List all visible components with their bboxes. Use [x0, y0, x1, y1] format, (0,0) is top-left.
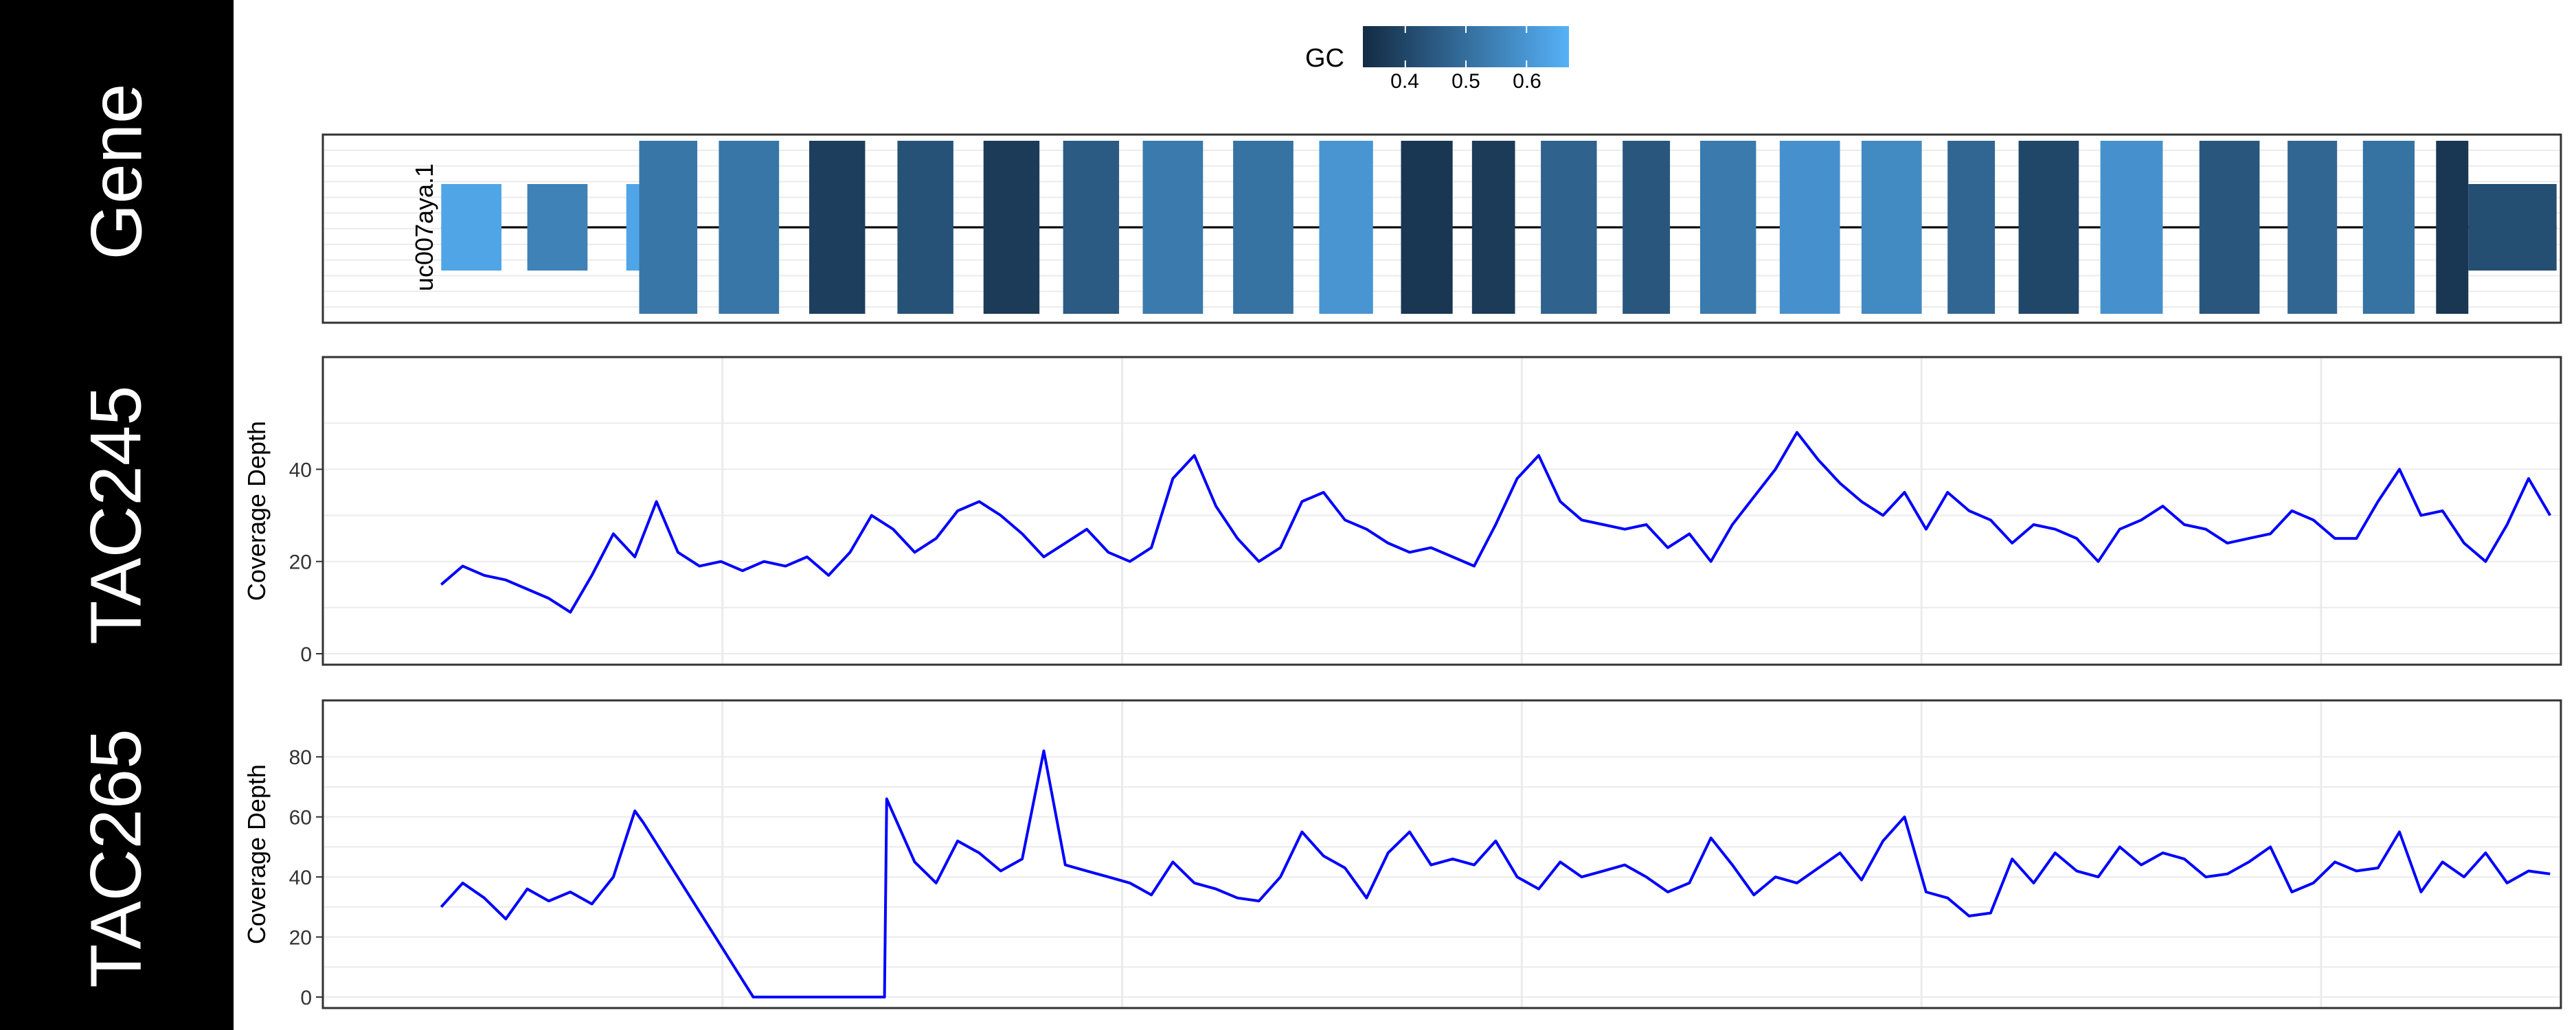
exon-block	[1319, 141, 1373, 314]
exon-block	[897, 141, 953, 314]
gene-panel-border	[321, 133, 2562, 324]
y-axis-label: Coverage Depth	[242, 421, 271, 601]
exon-block	[441, 184, 502, 271]
gc-legend-tick: 0.6	[1513, 70, 1541, 93]
coverage-line	[440, 749, 2551, 998]
y-tick-label: 40	[289, 867, 312, 889]
exon-block	[2100, 141, 2163, 314]
coverage-panel-border	[321, 699, 2562, 1009]
exon-block	[1699, 141, 1756, 314]
y-tick-label: 0	[300, 987, 312, 1009]
exon-block	[2199, 141, 2260, 314]
exon-block	[527, 184, 588, 271]
y-axis-label: Coverage Depth	[242, 764, 271, 944]
gc-legend-tick: 0.4	[1390, 70, 1419, 93]
exon-block	[1541, 141, 1597, 314]
exon-block	[2018, 141, 2079, 314]
gc-legend-title: GC	[1305, 44, 1344, 73]
exon-block	[1779, 141, 1840, 314]
y-tick-label: 80	[289, 746, 312, 769]
exon-block	[1471, 141, 1515, 314]
exon-block	[1947, 141, 1996, 314]
y-tick-label: 0	[300, 643, 312, 666]
exon-block	[1142, 141, 1204, 314]
exon-block	[809, 141, 866, 314]
gc-legend: GC 0.4 0.5 0.6	[1305, 22, 1580, 98]
y-tick-label: 40	[289, 459, 312, 481]
exon-block	[1063, 141, 1120, 314]
y-tick-label: 20	[289, 551, 312, 574]
y-tick-label: 60	[289, 807, 312, 829]
exon-block	[1233, 141, 1293, 314]
coverage-panel-background	[323, 700, 2561, 1008]
exon-block	[1401, 141, 1453, 314]
gc-legend-tick: 0.5	[1451, 70, 1480, 93]
exon-block	[719, 141, 780, 314]
coverage-line	[440, 431, 2552, 614]
exon-block	[2468, 184, 2557, 271]
exon-block	[1861, 141, 1922, 314]
exon-block	[2362, 141, 2415, 314]
y-tick-label: 20	[289, 927, 312, 950]
transcript-label: uc007aya.1	[410, 163, 438, 291]
exon-block	[2436, 141, 2469, 314]
exon-block	[626, 184, 640, 271]
exon-block	[639, 141, 698, 314]
coverage-panel-border	[321, 356, 2562, 666]
exon-block	[1623, 141, 1671, 314]
exon-block	[983, 141, 1040, 314]
track-label-sidebar	[0, 0, 234, 1030]
exon-block	[2287, 141, 2338, 314]
coverage-panel-background	[323, 357, 2561, 665]
